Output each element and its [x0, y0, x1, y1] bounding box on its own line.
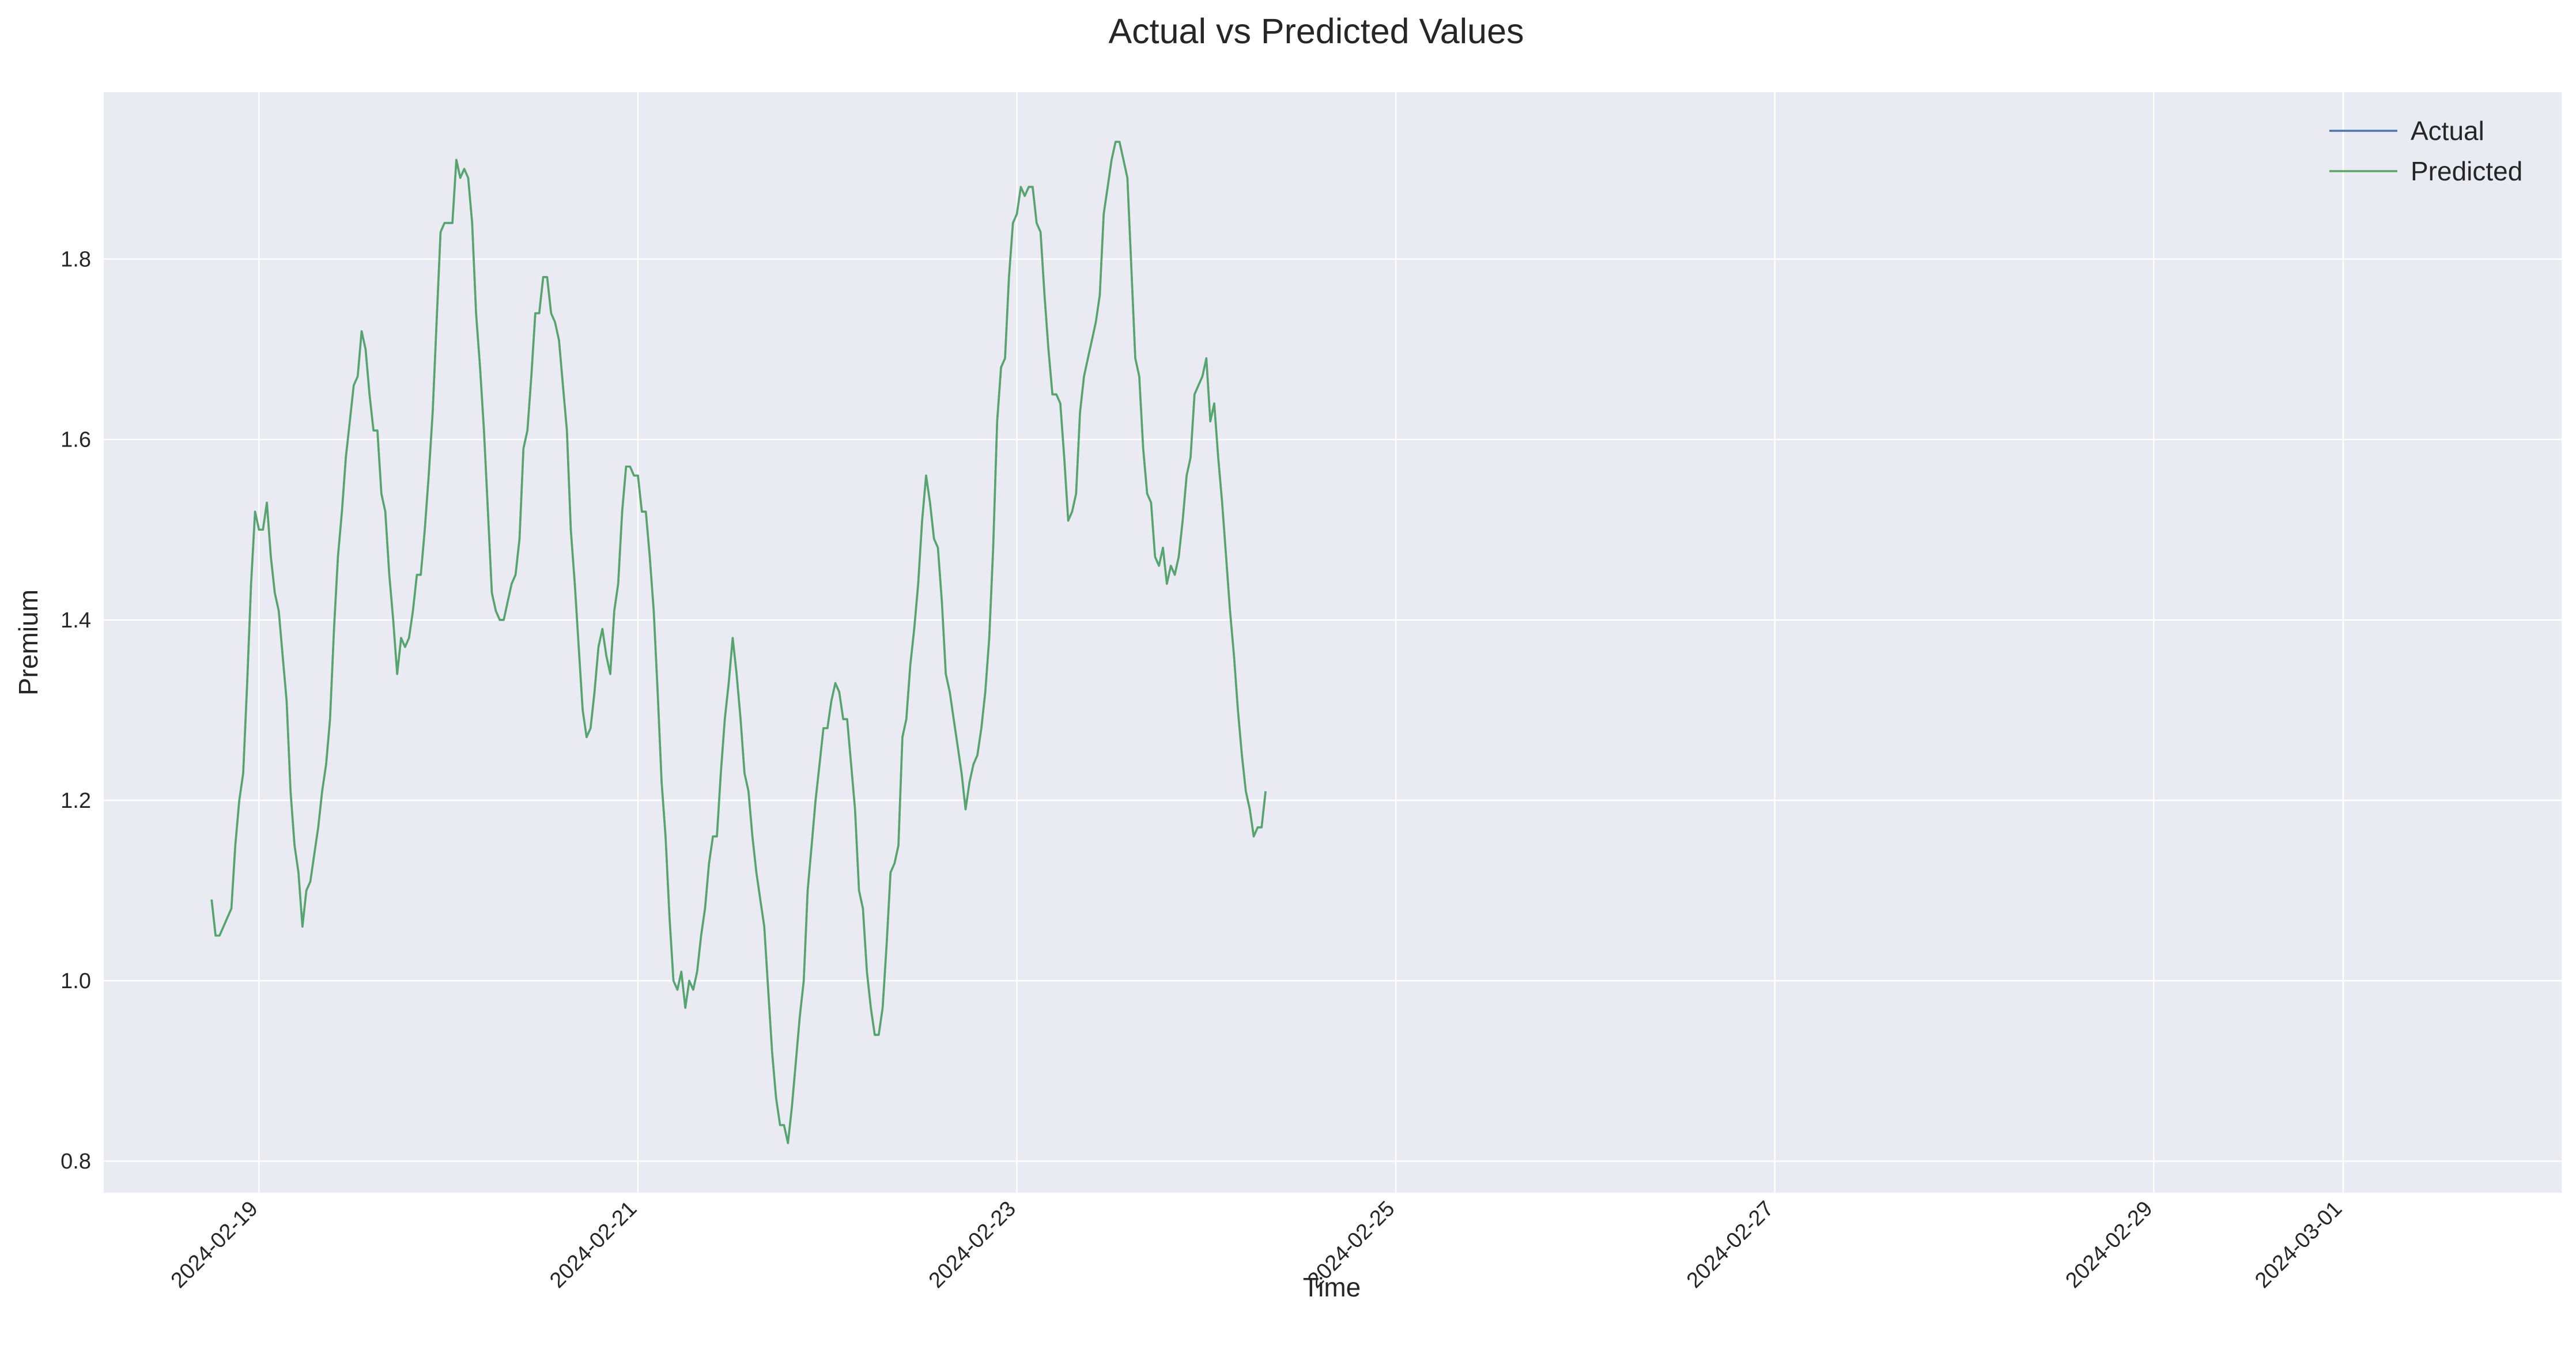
y-tick-labels: 0.8 1.0 1.2 1.4 1.6 1.8: [61, 248, 91, 1174]
legend-label-actual: Actual: [2411, 116, 2484, 146]
y-tick-label: 1.8: [61, 248, 91, 272]
x-tick-label: 2024-03-01: [2250, 1197, 2347, 1293]
x-tick-label: 2024-02-21: [545, 1197, 641, 1293]
y-tick-label: 1.4: [61, 608, 91, 633]
y-tick-label: 1.0: [61, 969, 91, 993]
legend-label-predicted: Predicted: [2411, 156, 2522, 186]
y-tick-label: 1.2: [61, 789, 91, 813]
legend: Actual Predicted: [2329, 116, 2522, 186]
x-tick-label: 2024-02-29: [2061, 1197, 2157, 1293]
plot-area-background: [104, 92, 2562, 1193]
chart-title: Actual vs Predicted Values: [1108, 12, 1524, 51]
y-tick-label: 0.8: [61, 1150, 91, 1174]
x-tick-label: 2024-02-19: [167, 1197, 263, 1293]
x-tick-labels: 2024-02-19 2024-02-21 2024-02-23 2024-02-25…: [167, 1197, 2347, 1293]
x-tick-label: 2024-02-27: [1682, 1197, 1778, 1293]
y-gridlines: [104, 258, 2562, 1162]
x-axis-label: Time: [1303, 1272, 1361, 1302]
x-tick-label: 2024-02-23: [924, 1197, 1021, 1293]
series-layer: [210, 141, 1267, 1144]
y-tick-label: 1.6: [61, 428, 91, 452]
x-gridlines: [258, 92, 2344, 1193]
series-line-predicted: [210, 141, 1267, 1144]
y-axis-label: Premium: [13, 589, 43, 695]
